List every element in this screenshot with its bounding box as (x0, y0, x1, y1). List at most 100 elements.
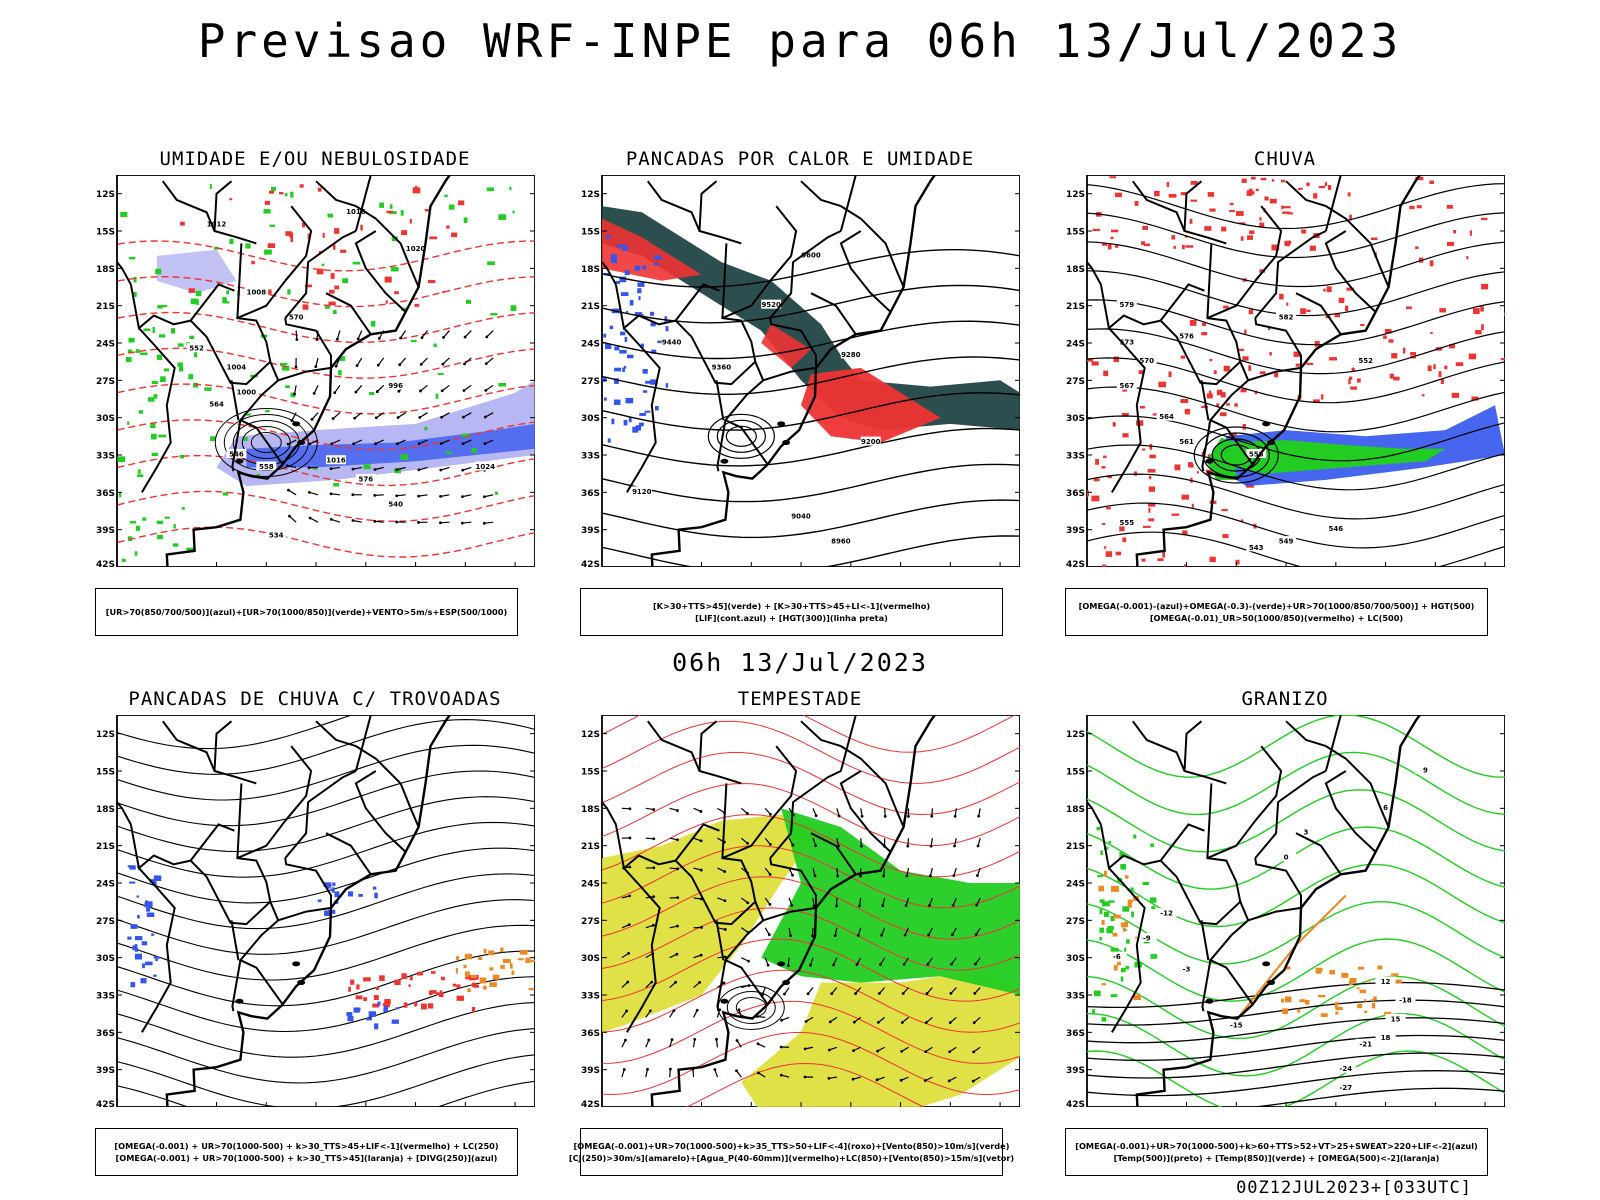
red-contour-cell (329, 289, 335, 294)
lif-contour-cell (620, 331, 626, 336)
contour-line (1087, 241, 1505, 288)
rain-cell (1189, 218, 1193, 224)
lif-contour-cell (619, 349, 627, 354)
rain-cell (1204, 226, 1212, 231)
lat-label: 27S (1066, 377, 1085, 387)
rain-cell (1207, 192, 1215, 197)
thunder-cell (372, 1003, 379, 1008)
lif-contour-cell (639, 412, 647, 416)
wind-vector-head (351, 519, 355, 522)
wind-vector-head (811, 934, 814, 938)
wind-vector-head (723, 870, 727, 873)
omega500-cell (1299, 999, 1306, 1003)
wind-vector-head (460, 521, 464, 525)
wind-vector (288, 489, 297, 496)
contour-label-bg (1136, 355, 1157, 365)
green-contour-cell (134, 551, 138, 556)
border-line (315, 720, 357, 748)
border-line (1324, 770, 1377, 853)
contour-label-bg (1136, 933, 1157, 942)
contour-label-bg (1116, 380, 1137, 390)
rain-cell (1481, 217, 1488, 221)
wind-vector-head (420, 336, 424, 340)
contour-label-bg (1375, 802, 1396, 812)
panel-title: PANCADAS POR CALOR E UMIDADE (625, 148, 975, 170)
contour-line (1087, 183, 1505, 230)
divergence-cell (130, 924, 138, 929)
wind-vector-head (312, 392, 316, 395)
wind-vector-head (290, 419, 294, 423)
wind-vector-head (293, 392, 296, 396)
border-line (840, 745, 905, 828)
contour-label: 0 (1284, 854, 1289, 862)
lif-contour-cell (655, 406, 659, 411)
contour-line (117, 275, 535, 308)
wind-vector (293, 385, 297, 395)
omega500-cell (1373, 996, 1377, 1001)
rain-cell (1348, 376, 1353, 380)
wind-vector-head (927, 933, 931, 937)
contour-label: -24 (1339, 1065, 1352, 1073)
wind-vector-head (314, 365, 318, 369)
green-contour-cell (284, 385, 291, 388)
contour-label: -15 (1230, 1022, 1243, 1030)
green-contour-cell (137, 474, 144, 477)
wind-vector-head (768, 903, 772, 906)
lake-shape (1205, 458, 1214, 464)
rain-cell (1350, 386, 1358, 390)
cyclone-contour (1202, 432, 1270, 478)
lat-label: 21S (581, 842, 600, 852)
red-contour-cell (285, 231, 292, 236)
thunder-cell (471, 1006, 475, 1013)
omega500-cell (1125, 875, 1129, 879)
green-contour-cell (433, 343, 437, 348)
rain-cell (1329, 357, 1337, 361)
temp850-cell (1131, 911, 1134, 918)
temp850-cell (1150, 954, 1157, 959)
contour-line (117, 419, 535, 451)
thunder-cell (383, 1004, 390, 1008)
rain-cell (1103, 455, 1107, 459)
wind-vector-head (814, 814, 818, 818)
lif-contour-cell (603, 333, 607, 338)
border-line (231, 960, 242, 1012)
wind-vector-head (767, 933, 771, 937)
temp850-cell (1099, 927, 1105, 933)
lat-label: 33S (581, 992, 600, 1002)
contour-label-bg (475, 461, 496, 471)
green-contour-cell (465, 299, 472, 304)
border-line (623, 867, 661, 1033)
temp850-cell (1108, 900, 1115, 903)
wind-vector-head (308, 442, 312, 446)
border-line (1200, 380, 1210, 421)
contour-label-bg (1176, 436, 1197, 446)
rain-cell (1110, 236, 1114, 240)
wind-vector-head (395, 442, 399, 446)
wind-vector-head (417, 521, 420, 524)
lat-label: 30S (1066, 954, 1085, 964)
divergence-cell (332, 882, 336, 886)
wind-vector-head (675, 952, 679, 956)
lat-label: 42S (96, 560, 115, 567)
lat-label: 30S (581, 414, 600, 424)
green-contour-cell (128, 256, 136, 260)
red-contour-cell (409, 219, 412, 224)
wind-vector (352, 466, 362, 470)
wind-vector-head (419, 362, 423, 366)
lat-label: 24S (1066, 880, 1085, 890)
wind-vector (484, 494, 494, 498)
wind-vector-head (875, 1078, 879, 1082)
wind-vector-head (735, 1039, 739, 1042)
temp850-cell (1124, 947, 1127, 952)
green-contour-cell (151, 452, 159, 457)
contour-label: 15 (1391, 1015, 1401, 1023)
green-contour-cell (172, 543, 179, 547)
rain-cell (1190, 199, 1198, 202)
contour-label: 546 (1328, 525, 1343, 533)
omega500-cell (1393, 973, 1399, 977)
wind-vector (374, 466, 384, 471)
thunder-cell (417, 971, 423, 976)
rain-cell (1209, 556, 1216, 563)
lat-label: 27S (96, 377, 115, 387)
wind-vector-head (722, 981, 726, 985)
